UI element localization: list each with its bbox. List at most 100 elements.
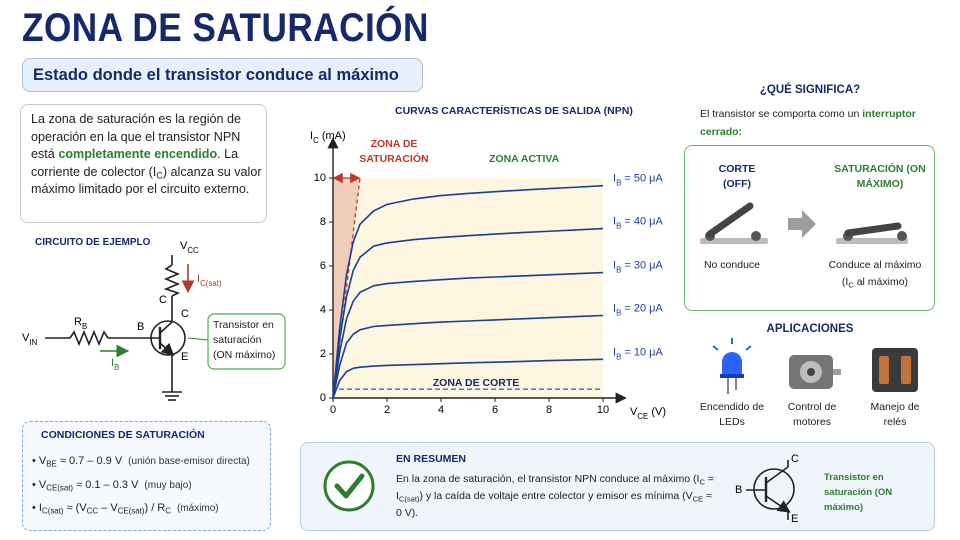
condition-item: • VBE ≈ 0.7 – 0.9 V (unión base-emisor di…	[32, 455, 250, 469]
condition-formula: IC(sat) ≈ (VCC – VCE(sat)) / RC	[39, 502, 171, 516]
x-axis-label: VCE (V)	[630, 406, 666, 421]
text-run: ≈ (V	[63, 502, 87, 514]
subtitle-box	[22, 58, 423, 92]
subscript: BE	[46, 459, 57, 469]
ic-label: IC(sat)	[197, 273, 222, 288]
text-run: V	[38, 478, 47, 491]
emitter-label: E	[181, 351, 188, 363]
curve-label: IB = 50 μA	[613, 173, 664, 188]
subscript: IN	[29, 338, 37, 347]
application-label: Encendido de LEDs	[699, 401, 765, 428]
condition-note: (unión base-emisor directa)	[128, 456, 250, 467]
condition-item: • VCE(sat) ≈ 0.1 – 0.3 V (muy bajo)	[32, 478, 192, 492]
text-run: I	[613, 260, 616, 272]
text-run: V	[38, 455, 47, 467]
summary-title: EN RESUMEN	[396, 453, 467, 465]
text-run: I	[613, 346, 616, 358]
circuit-title: CIRCUITO DE EJEMPLO	[35, 237, 151, 248]
subscript: C(sat)	[398, 494, 420, 504]
subscript: C(sat)	[41, 506, 64, 516]
text-run: La zona de saturación es la región de op…	[31, 112, 242, 161]
subscript: C	[156, 170, 163, 181]
text-run: = 30 μA	[621, 260, 663, 272]
subscript: B	[82, 322, 87, 331]
subscript: C	[699, 477, 705, 487]
symbol-base: B	[735, 484, 742, 496]
text-run: I	[197, 273, 200, 285]
on-note: (IC al máximo)	[820, 276, 930, 290]
chart-title: CURVAS CARACTERÍSTICAS DE SALIDA (NPN)	[395, 105, 633, 117]
off-title: CORTE (OFF)	[718, 163, 756, 190]
ib-label: IB	[111, 357, 119, 372]
rb-label: RB	[74, 316, 87, 331]
subscript: CE(sat)	[46, 482, 74, 492]
text-run: (I	[841, 276, 849, 288]
text-run: I	[111, 357, 114, 369]
text-run: ) / R	[144, 502, 166, 514]
text-run: = 20 μA	[621, 302, 663, 314]
curve	[332, 227, 604, 399]
text-run: En la zona de saturación, el transistor …	[396, 473, 700, 485]
text-run: I	[613, 173, 616, 185]
subtitle: Estado donde el transistor conduce al má…	[33, 66, 399, 84]
text-run: = 10 μA	[621, 346, 663, 358]
symbol-emitter: E	[791, 513, 798, 525]
summary-text: En la zona de saturación, el transistor …	[396, 471, 716, 522]
meaning-title: ¿QUÉ SIGNIFICA?	[759, 84, 861, 96]
circuit	[45, 255, 286, 401]
conditions-title: CONDICIONES DE SATURACIÓN	[41, 429, 205, 441]
text-run: I	[310, 130, 313, 142]
y-tick-label: 10	[314, 172, 326, 184]
intro-text: La zona de saturación es la región de op…	[31, 111, 263, 199]
curve	[332, 358, 604, 399]
saturation-zone-label: ZONA DE SATURACIÓN	[359, 138, 429, 165]
y-tick-label: 0	[320, 392, 326, 404]
subscript: B	[114, 363, 119, 372]
meaning-box	[684, 145, 935, 311]
y-tick-label: 2	[320, 348, 326, 360]
y-axis-label: IC (mA)	[310, 130, 346, 145]
on-title: SATURACIÓN (ON MÁXIMO)	[834, 163, 926, 190]
circuit-callout: Transistor en saturación (ON máximo)	[213, 319, 276, 361]
y-tick-label: 4	[320, 304, 326, 316]
y-tick-label: 6	[320, 260, 326, 272]
curve-label: IB = 20 μA	[613, 302, 664, 317]
page-title: ZONA DE SATURACIÓN	[22, 6, 429, 50]
highlight: completamente encendido	[58, 147, 218, 161]
active-zone-label: ZONA ACTIVA	[489, 153, 560, 165]
symbol-collector: C	[791, 453, 799, 465]
curve	[332, 271, 604, 399]
subscript: B	[616, 265, 621, 274]
text-run: ≈ 0 V).	[396, 490, 712, 519]
x-tick-label: 6	[492, 404, 498, 416]
application-icons	[712, 338, 918, 394]
x-tick-label: 10	[597, 404, 609, 416]
text-run: V	[22, 332, 30, 344]
text-run: ) alcanza su valor máximo limitado por e…	[31, 164, 262, 197]
subscript: CC	[86, 506, 99, 516]
text-run: ) y la caída de voltaje entre colector y…	[419, 490, 693, 502]
text-run: (mA)	[319, 130, 346, 142]
text-run: (V)	[648, 406, 666, 418]
text-run: V	[630, 406, 638, 418]
subscript: C	[313, 136, 319, 145]
subscript: B	[616, 178, 621, 187]
summary-note: Transistor en saturación (ON máximo)	[824, 472, 893, 513]
curve	[332, 314, 604, 399]
x-tick-label: 0	[330, 404, 336, 416]
condition-note: (máximo)	[176, 503, 219, 514]
text-run: = 50 μA	[621, 173, 663, 185]
subscript: CE	[637, 412, 648, 421]
conditions-list: • VBE ≈ 0.7 – 0.9 V (unión base-emisor di…	[32, 450, 250, 521]
text-run: al máximo)	[853, 276, 909, 288]
application-label: Control de motores	[787, 401, 837, 428]
x-tick-label: 2	[384, 404, 390, 416]
intro-box	[20, 104, 267, 223]
condition-item: • IC(sat) ≈ (VCC – VCE(sat)) / RC (máximo…	[32, 502, 219, 516]
subscript: C	[848, 280, 854, 290]
curve	[332, 184, 604, 399]
subscript: C	[165, 506, 171, 516]
